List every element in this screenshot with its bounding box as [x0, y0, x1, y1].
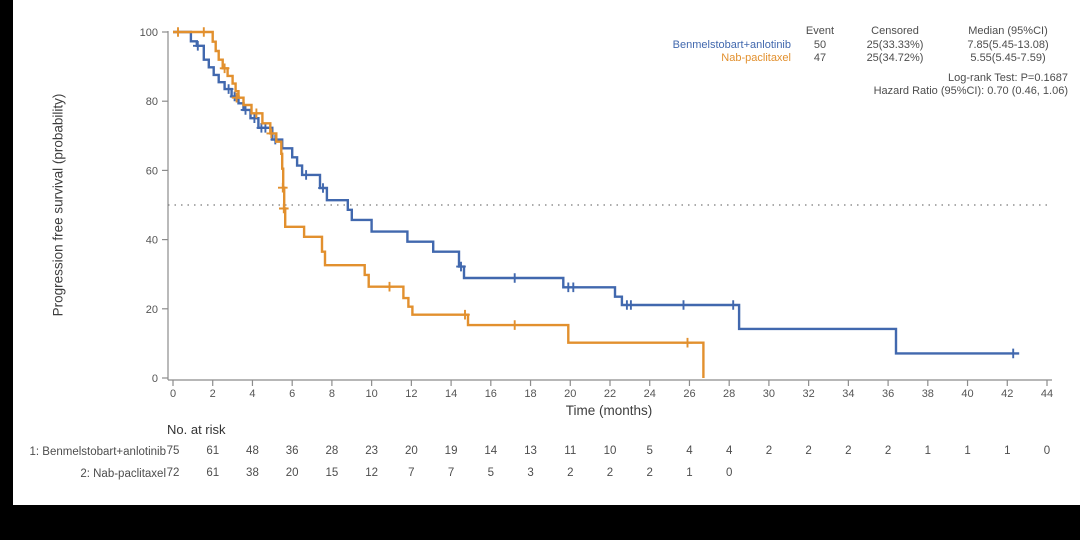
legend-stats-table: Event Censored Median (95%CI) Benmelstob…: [673, 25, 1068, 66]
risk-count: 5: [487, 467, 495, 479]
risk-count: 2: [765, 445, 773, 457]
risk-count: 4: [725, 445, 733, 457]
risk-count: 36: [285, 445, 299, 457]
x-tick-label: 6: [289, 388, 295, 400]
risk-count: 0: [1043, 445, 1051, 457]
stats-header-blank: [673, 25, 791, 39]
risk-count: 11: [564, 445, 577, 457]
risk-count: 7: [408, 467, 415, 479]
logrank-test-result: Log-rank Test: P=0.1687: [948, 71, 1068, 84]
x-tick-label: 32: [803, 388, 815, 400]
x-tick-label: 28: [723, 388, 735, 400]
risk-table-title: No. at risk: [167, 422, 226, 437]
risk-count: 5: [646, 445, 653, 457]
risk-count: 13: [524, 445, 537, 457]
x-tick-label: 18: [524, 388, 536, 400]
risk-count: 75: [166, 445, 180, 457]
x-tick-label: 24: [644, 388, 656, 400]
y-tick-label: 80: [146, 96, 158, 108]
x-tick-label: 12: [405, 388, 417, 400]
arm-1-median: 7.85(5.45-13.08): [967, 38, 1049, 51]
y-tick-label: 100: [140, 27, 158, 39]
risk-count: 20: [404, 445, 418, 457]
risk-count: 61: [206, 467, 220, 479]
risk-count: 1: [924, 445, 932, 457]
risk-count: 12: [365, 467, 379, 479]
risk-count: 1: [686, 467, 693, 479]
arm-2-event: 47: [813, 52, 827, 64]
risk-count: 20: [285, 467, 299, 479]
x-tick-label: 0: [170, 388, 176, 400]
left-black-border: [0, 0, 13, 540]
censor-marks-1: [193, 41, 1018, 359]
risk-count: 2: [606, 467, 614, 479]
risk-count: 14: [484, 445, 498, 457]
risk-count: 2: [805, 445, 812, 457]
risk-count: 48: [246, 445, 259, 457]
censor-marks-2: [173, 27, 693, 348]
y-tick-label: 20: [146, 304, 158, 316]
x-tick-label: 34: [842, 388, 854, 400]
x-tick-label: 10: [366, 388, 378, 400]
risk-count: 38: [246, 467, 259, 479]
risk-count: 1: [964, 445, 971, 457]
x-tick-label: 26: [683, 388, 695, 400]
risk-count: 2: [567, 467, 574, 479]
x-tick-label: 20: [564, 388, 576, 400]
risk-count: 3: [527, 467, 534, 479]
arm-2-censored: 25(34.72%): [866, 52, 924, 64]
legend-arm-2-name: Nab-paclitaxel: [721, 52, 791, 64]
risk-count: 19: [444, 445, 458, 457]
legend-arm-1-name: Benmelstobart+anlotinib: [672, 38, 791, 51]
x-tick-label: 36: [882, 388, 894, 400]
arm-1-event: 50: [813, 38, 827, 51]
x-tick-label: 42: [1001, 388, 1013, 400]
x-tick-label: 2: [210, 388, 216, 400]
risk-row-label-arm-2: 2: Nab-paclitaxel: [80, 468, 166, 480]
legend-stats-block: Event Censored Median (95%CI) Benmelstob…: [673, 25, 1068, 99]
risk-count: 4: [686, 445, 693, 457]
x-tick-label: 22: [604, 388, 616, 400]
arm-2-median: 5.55(5.45-7.59): [970, 52, 1046, 64]
risk-count: 72: [166, 467, 180, 479]
x-tick-label: 30: [763, 388, 775, 400]
risk-count: 2: [884, 445, 892, 457]
hazard-ratio-result: Hazard Ratio (95%CI): 0.70 (0.46, 1.06): [873, 85, 1068, 97]
risk-row-label-arm-1: 1: Benmelstobart+anlotinib: [29, 446, 167, 458]
y-axis-title: Progression free survival (probability): [50, 93, 66, 317]
x-tick-label: 38: [922, 388, 934, 400]
risk-count: 10: [603, 445, 617, 457]
y-tick-label: 60: [146, 165, 158, 177]
risk-count: 2: [646, 467, 653, 479]
risk-count: 1: [1004, 445, 1011, 457]
arm-1-censored: 25(33.33%): [866, 38, 924, 51]
risk-count: 61: [206, 445, 220, 457]
stats-header-event: Event: [805, 25, 835, 37]
stats-header-median: Median (95%CI): [968, 25, 1048, 37]
risk-count: 7: [447, 467, 455, 479]
x-tick-label: 16: [485, 388, 497, 400]
x-tick-label: 4: [249, 388, 255, 400]
risk-count: 28: [325, 445, 339, 457]
x-tick-label: 44: [1041, 388, 1053, 400]
x-tick-label: 8: [329, 388, 335, 400]
x-axis-title: Time (months): [565, 403, 653, 418]
risk-count: 15: [325, 467, 339, 479]
risk-count: 23: [365, 445, 379, 457]
risk-count: 0: [725, 467, 733, 479]
test-statistics: Log-rank Test: P=0.1687 Hazard Ratio (95…: [874, 72, 1068, 99]
stats-header-censored: Censored: [871, 25, 919, 37]
bottom-black-border: [0, 505, 1080, 540]
y-tick-label: 0: [152, 373, 158, 385]
x-tick-label: 40: [961, 388, 973, 400]
y-tick-label: 40: [146, 235, 158, 247]
x-tick-label: 14: [445, 388, 457, 400]
risk-count: 2: [845, 445, 852, 457]
